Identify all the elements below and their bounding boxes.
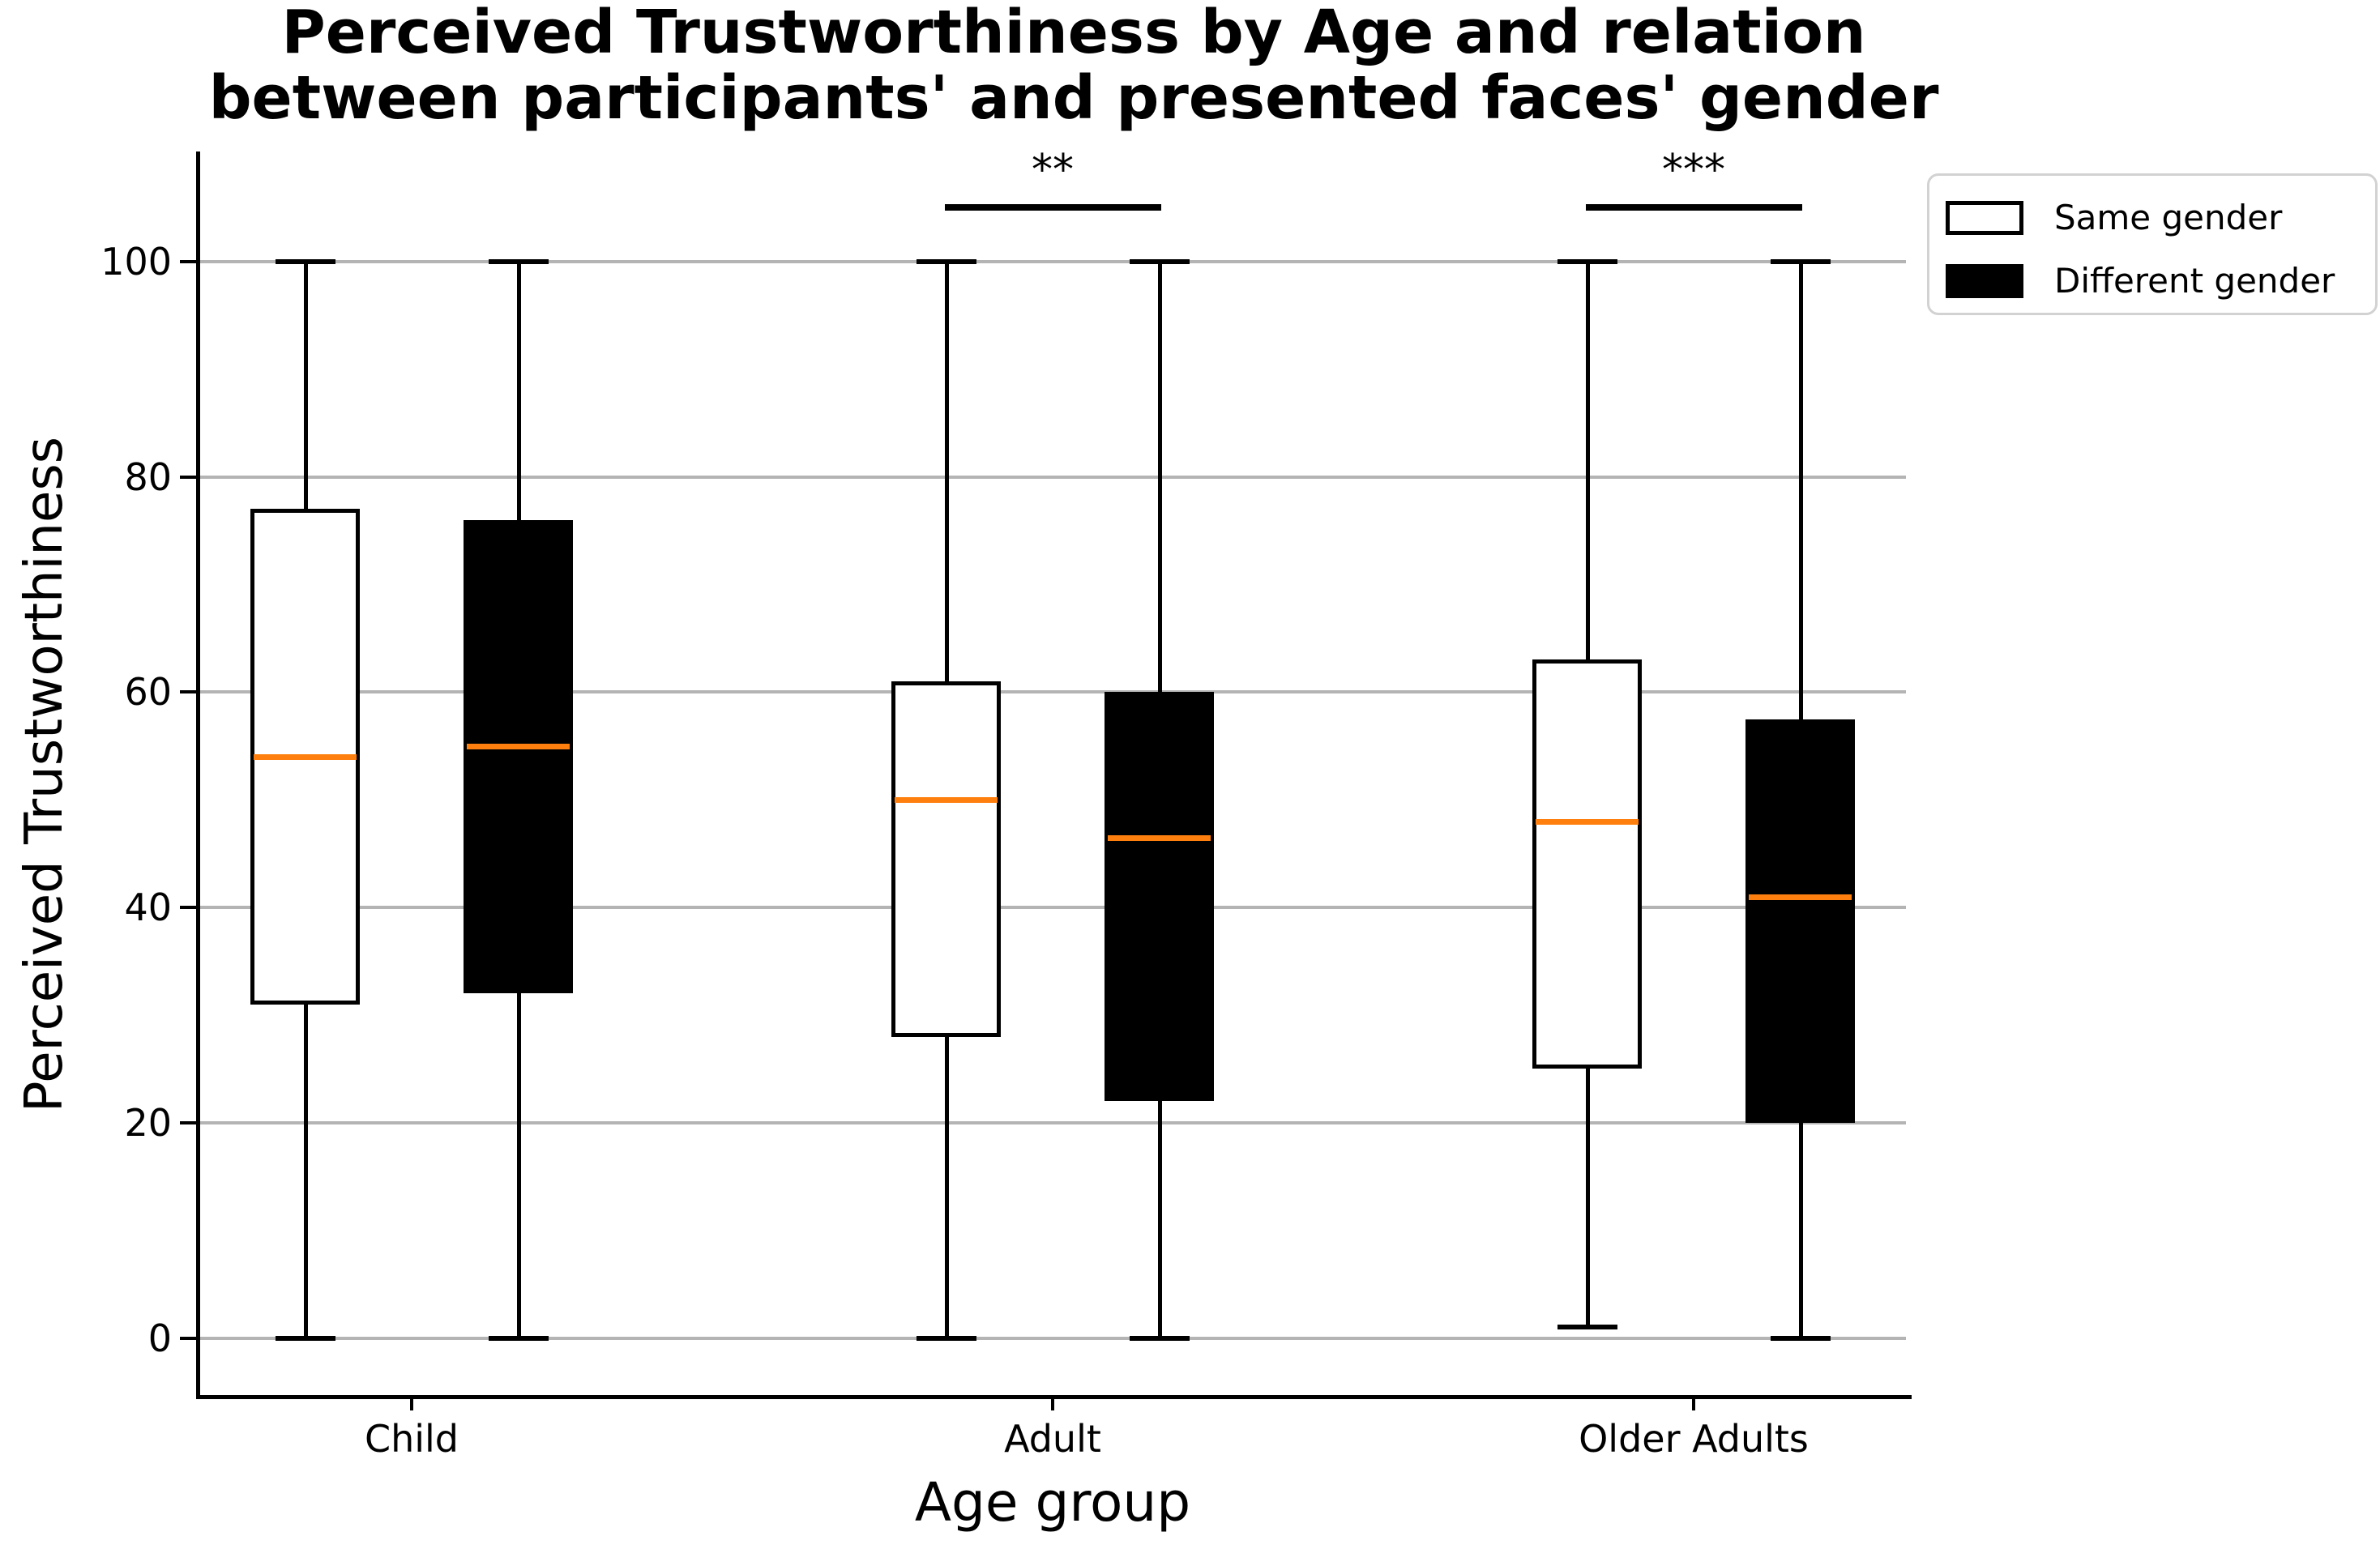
median-same-gender-child (254, 754, 357, 761)
chart-title-line-1: Perceived Trustworthiness by Age and rel… (281, 0, 1866, 67)
x-tick-mark-1 (1051, 1398, 1054, 1410)
y-tick-mark-0 (180, 1336, 196, 1340)
y-tick-mark-100 (180, 259, 196, 263)
significance-label-older-adults: *** (1662, 146, 1725, 194)
whisker-upper-same-gender-older-adults (1585, 261, 1590, 660)
whisker-lower-different-gender-adult (1157, 1101, 1162, 1338)
x-tick-mark-0 (410, 1398, 413, 1410)
whisker-cap-max-different-gender-child (488, 258, 549, 264)
whisker-cap-max-different-gender-adult (1129, 258, 1190, 264)
legend-label-same-gender: Same gender (2054, 198, 2283, 237)
whisker-cap-max-same-gender-child (275, 258, 335, 264)
plot-area (196, 151, 1912, 1399)
whisker-cap-min-same-gender-adult (916, 1335, 976, 1341)
whisker-upper-different-gender-older-adults (1798, 261, 1803, 719)
y-tick-label-40: 40 (124, 885, 172, 930)
whisker-cap-min-same-gender-older-adults (1557, 1325, 1617, 1330)
whisker-cap-min-different-gender-child (488, 1335, 549, 1341)
significance-line-older-adults (1585, 204, 1802, 211)
whisker-upper-different-gender-adult (1157, 261, 1162, 693)
x-tick-label-1: Adult (1004, 1417, 1101, 1461)
y-tick-mark-60 (180, 690, 196, 694)
median-different-gender-older-adults (1749, 894, 1852, 900)
box-same-gender-older-adults (1532, 659, 1642, 1069)
median-different-gender-child (467, 743, 570, 749)
whisker-cap-min-different-gender-adult (1129, 1335, 1190, 1341)
legend-swatch-different-gender (1946, 264, 2023, 298)
whisker-lower-same-gender-adult (944, 1036, 949, 1338)
whisker-cap-max-same-gender-adult (916, 258, 976, 264)
legend-swatch-same-gender (1946, 201, 2023, 235)
significance-line-adult (944, 204, 1161, 211)
gridline-y-20 (200, 1120, 1906, 1124)
box-different-gender-adult (1105, 692, 1214, 1102)
whisker-cap-min-different-gender-older-adults (1770, 1335, 1831, 1341)
x-tick-label-2: Older Adults (1579, 1417, 1809, 1461)
gridline-y-100 (200, 259, 1906, 263)
y-tick-mark-80 (180, 475, 196, 479)
gridline-y-80 (200, 475, 1906, 479)
chart-title: Perceived Trustworthiness by Age and rel… (122, 0, 2026, 131)
y-tick-mark-40 (180, 906, 196, 910)
y-tick-label-0: 0 (147, 1316, 172, 1360)
whisker-lower-different-gender-older-adults (1798, 1122, 1803, 1338)
whisker-lower-different-gender-child (516, 993, 521, 1338)
whisker-lower-same-gender-child (303, 1004, 308, 1338)
whisker-upper-same-gender-child (303, 261, 308, 510)
whisker-lower-same-gender-older-adults (1585, 1069, 1590, 1328)
box-different-gender-older-adults (1745, 719, 1855, 1123)
legend-label-different-gender: Different gender (2054, 261, 2335, 301)
median-same-gender-older-adults (1536, 818, 1639, 825)
y-tick-label-100: 100 (100, 239, 172, 284)
x-tick-mark-2 (1692, 1398, 1695, 1410)
whisker-upper-different-gender-child (516, 261, 521, 520)
chart-title-line-2: between participants' and presented face… (208, 63, 1939, 133)
y-tick-label-60: 60 (124, 670, 172, 715)
y-tick-label-80: 80 (124, 454, 172, 499)
gridline-y-60 (200, 690, 1906, 694)
box-same-gender-adult (891, 681, 1001, 1037)
median-same-gender-adult (895, 797, 998, 804)
significance-label-adult: ** (1032, 146, 1074, 194)
x-axis-label: Age group (914, 1471, 1191, 1534)
legend-entry-same-gender: Same gender (1946, 189, 2375, 247)
legend-entry-different-gender: Different gender (1946, 252, 2375, 310)
whisker-upper-same-gender-adult (944, 261, 949, 681)
gridline-y-0 (200, 1336, 1906, 1340)
whisker-cap-max-different-gender-older-adults (1770, 258, 1831, 264)
whisker-cap-max-same-gender-older-adults (1557, 258, 1617, 264)
y-tick-mark-20 (180, 1120, 196, 1124)
x-tick-label-0: Child (364, 1417, 459, 1461)
whisker-cap-min-same-gender-child (275, 1335, 335, 1341)
y-tick-label-20: 20 (124, 1100, 172, 1145)
gridline-y-40 (200, 906, 1906, 910)
legend: Same gender Different gender (1927, 173, 2378, 315)
median-different-gender-adult (1108, 834, 1211, 841)
box-different-gender-child (464, 519, 573, 994)
